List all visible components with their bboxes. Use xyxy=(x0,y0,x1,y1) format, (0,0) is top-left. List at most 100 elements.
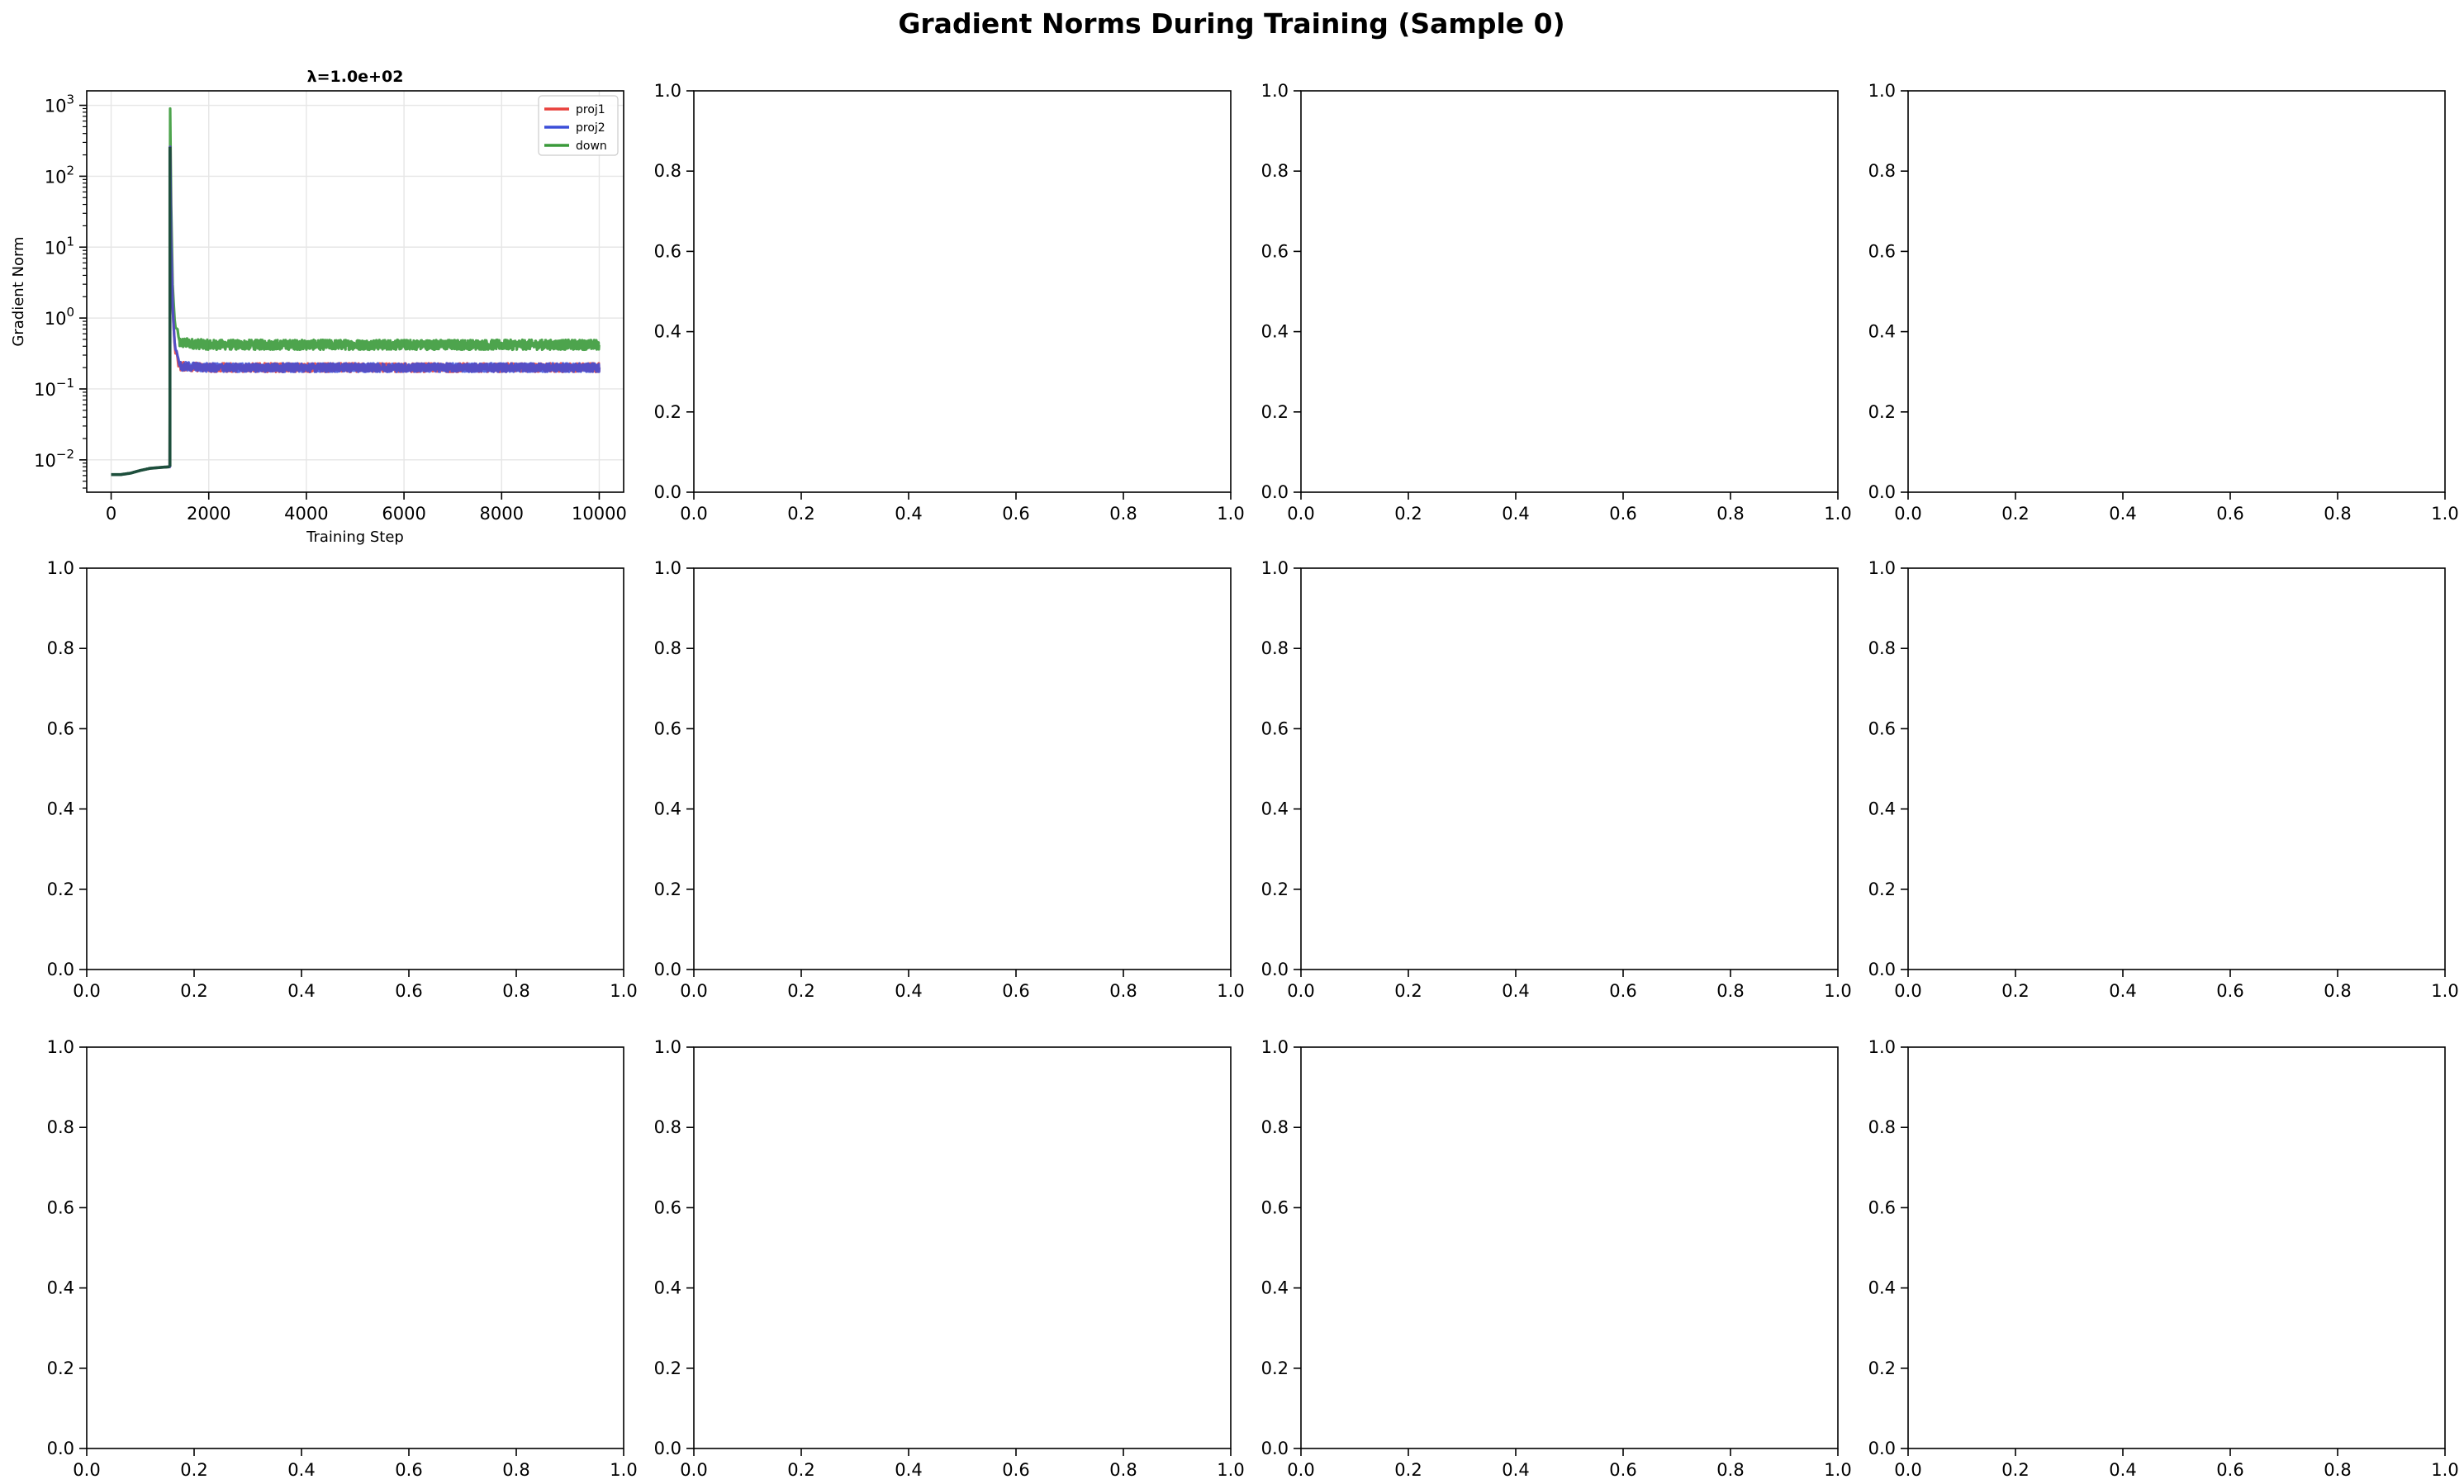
y-tick-label: 0.2 xyxy=(654,402,681,422)
axes-frame xyxy=(693,567,1232,970)
y-tick-label: 0.8 xyxy=(654,161,681,181)
y-tick-label: 1.0 xyxy=(654,81,681,101)
y-tick-label: 0.4 xyxy=(1261,322,1289,342)
legend: proj1 proj2 down xyxy=(538,95,619,156)
x-tick-label: 0.2 xyxy=(1394,1460,1422,1480)
y-tick-label: 102 xyxy=(45,163,74,187)
legend-label-proj2: proj2 xyxy=(576,121,605,135)
x-tick-label: 0.8 xyxy=(2324,1460,2351,1480)
x-tick-label: 0.4 xyxy=(1502,1460,1529,1480)
x-tick-label: 1.0 xyxy=(1824,981,1851,1001)
y-tick-label: 10−2 xyxy=(34,447,74,471)
y-tick-label: 1.0 xyxy=(1868,81,1896,101)
x-tick-label: 8000 xyxy=(480,504,524,524)
x-tick-label: 0.6 xyxy=(2216,504,2243,524)
x-tick-label: 0.0 xyxy=(680,1460,707,1480)
y-tick-label: 0.4 xyxy=(654,322,681,342)
y-tick-label: 0.8 xyxy=(47,1117,74,1137)
y-tick-label: 0.2 xyxy=(654,1358,681,1378)
x-tick-label: 0.8 xyxy=(2324,981,2351,1001)
axes-frame xyxy=(693,1046,1232,1449)
x-tick-label: 0.0 xyxy=(1894,981,1921,1001)
y-tick-label: 1.0 xyxy=(1261,1037,1289,1057)
x-tick-label: 0.4 xyxy=(895,981,922,1001)
y-tick-label: 0.0 xyxy=(654,1439,681,1458)
y-tick-label: 0.4 xyxy=(1868,1278,1896,1298)
overlap-segment xyxy=(111,465,170,476)
y-tick-label: 0.0 xyxy=(47,1439,74,1458)
x-tick-label: 0.8 xyxy=(1716,1460,1744,1480)
x-tick-label: 0.6 xyxy=(1002,504,1029,524)
x-tick-label: 0.8 xyxy=(502,1460,529,1480)
empty-axes-6: 0.0 0.0 0.2 0.2 0.4 0.4 0.6 0.6 0.8 0.8 1.0 1.0 xyxy=(1261,558,1852,1001)
y-tick-label: 0.0 xyxy=(654,482,681,502)
x-tick-label: 0.2 xyxy=(2001,1460,2029,1480)
y-tick-label: 1.0 xyxy=(654,1037,681,1057)
x-tick-label: 1.0 xyxy=(610,1460,637,1480)
y-tick-label: 0.8 xyxy=(1261,161,1289,181)
y-tick-label: 0.8 xyxy=(1261,1117,1289,1137)
x-axis-label: Training Step xyxy=(306,529,404,546)
y-tick-label: 0.6 xyxy=(654,241,681,261)
y-tick-label: 1.0 xyxy=(1868,1037,1896,1057)
x-tick-label: 1.0 xyxy=(610,981,637,1001)
y-tick-label: 1.0 xyxy=(654,558,681,578)
y-tick-label: 0.6 xyxy=(654,1197,681,1217)
x-tick-label: 0.4 xyxy=(287,981,315,1001)
x-tick-label: 0.6 xyxy=(2216,981,2243,1001)
y-tick-label: 0.4 xyxy=(654,1278,681,1298)
line-chart-panel: 0 2000 4000 6000 8000 10000 10−2 10−1 100 101 102 1… xyxy=(10,68,627,546)
axes-frame xyxy=(1300,567,1839,970)
x-tick-label: 0.0 xyxy=(73,1460,100,1480)
x-tick-label: 0.2 xyxy=(1394,981,1422,1001)
x-tick-label: 0.4 xyxy=(2109,981,2136,1001)
empty-axes-8: 0.0 0.0 0.2 0.2 0.4 0.4 0.6 0.6 0.8 0.8 1.0 1.0 xyxy=(47,1037,638,1480)
y-tick-label: 100 xyxy=(45,305,74,329)
empty-axes-2: 0.00.0 0.2 0.2 0.4 0.4 0.6 0.6 0.8 0.8 1.0 1.0 xyxy=(1261,81,1852,524)
y-tick-label: 0.2 xyxy=(47,1358,74,1378)
empty-axes-10: 0.0 0.0 0.2 0.2 0.4 0.4 0.6 0.6 0.8 0.8 1.0 1.0 xyxy=(1261,1037,1852,1480)
y-tick-label: 1.0 xyxy=(1261,81,1289,101)
y-tick-label: 0.8 xyxy=(654,1117,681,1137)
y-tick-label: 0.4 xyxy=(654,799,681,819)
x-tick-label: 2000 xyxy=(187,504,230,524)
y-tick-label: 0.6 xyxy=(47,718,74,738)
x-tick-label: 0.4 xyxy=(287,1460,315,1480)
x-tick-label: 0.6 xyxy=(2216,1460,2243,1480)
x-tick-label: 0.6 xyxy=(1609,1460,1636,1480)
x-tick-label: 0.8 xyxy=(1109,981,1137,1001)
y-tick-label: 0.4 xyxy=(47,1278,74,1298)
y-tick-label: 101 xyxy=(45,234,74,258)
x-tick-label: 0.2 xyxy=(180,1460,207,1480)
x-tick-label: 0.0 xyxy=(680,981,707,1001)
x-tick-label: 0.0 xyxy=(1287,981,1314,1001)
y-tick-label: 0.0 xyxy=(1261,960,1289,979)
axes-frame xyxy=(1907,567,2446,970)
x-tick-label: 1.0 xyxy=(1217,1460,1244,1480)
axes-frame xyxy=(86,1046,624,1449)
x-tick-label: 0.8 xyxy=(1109,1460,1137,1480)
y-tick-label: 0.0 xyxy=(1261,1439,1289,1458)
y-tick-label: 0.6 xyxy=(1261,1197,1289,1217)
y-tick-label: 0.2 xyxy=(1868,1358,1896,1378)
y-tick-label: 0.6 xyxy=(1868,241,1896,261)
y-tick-label: 0.2 xyxy=(1261,879,1289,899)
x-tick-label: 0.2 xyxy=(1394,504,1422,524)
x-tick-label: 0.2 xyxy=(2001,504,2029,524)
y-tick-label: 103 xyxy=(45,92,74,116)
x-tick-label: 1.0 xyxy=(2431,981,2458,1001)
y-tick-label: 0.2 xyxy=(1868,402,1896,422)
y-tick-label: 0.6 xyxy=(1261,241,1289,261)
y-tick-label: 0.8 xyxy=(1868,1117,1896,1137)
x-tick-label: 6000 xyxy=(382,504,425,524)
x-tick-label: 0.2 xyxy=(787,981,814,1001)
y-tick-label: 0.4 xyxy=(1868,799,1896,819)
series-line-proj2 xyxy=(111,145,601,476)
y-tick-label: 0.6 xyxy=(1868,1197,1896,1217)
x-tick-label: 0.0 xyxy=(73,981,100,1001)
axes-frame xyxy=(1907,1046,2446,1449)
x-tick-label: 0.6 xyxy=(1002,981,1029,1001)
x-tick-label: 0.0 xyxy=(1287,504,1314,524)
x-tick-label: 4000 xyxy=(284,504,328,524)
